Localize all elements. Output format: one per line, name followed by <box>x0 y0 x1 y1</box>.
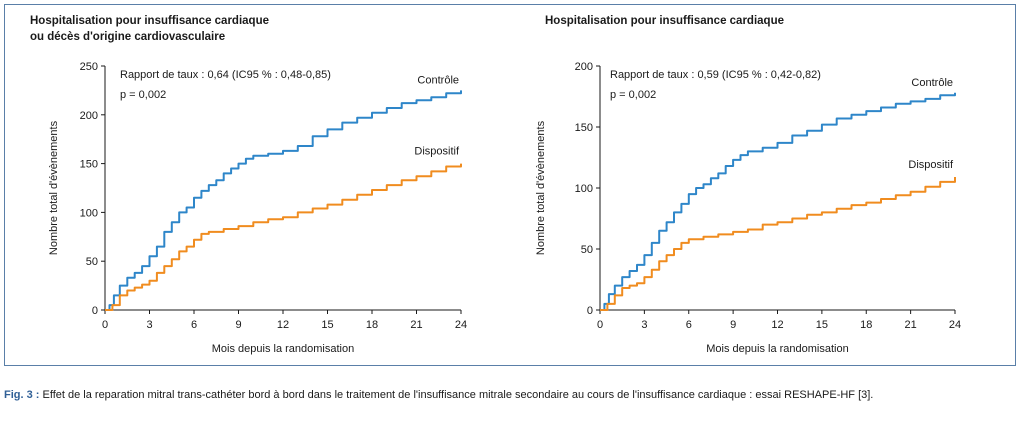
y-tick-label: 200 <box>80 110 98 122</box>
chart-title-line: Hospitalisation pour insuffisance cardia… <box>30 15 269 27</box>
x-tick-label: 6 <box>191 319 197 331</box>
stat-annotation-line: Rapport de taux : 0,59 (IC95 % : 0,42-0,… <box>610 69 821 81</box>
y-tick-label: 100 <box>80 207 98 219</box>
x-tick-label: 0 <box>102 319 108 331</box>
y-tick-label: 50 <box>581 244 593 256</box>
y-tick-label: 0 <box>587 305 593 317</box>
x-tick-label: 21 <box>410 319 422 331</box>
y-tick-label: 150 <box>80 159 98 171</box>
stat-annotation-line: Rapport de taux : 0,64 (IC95 % : 0,48-0,… <box>120 69 331 81</box>
x-tick-label: 15 <box>816 319 828 331</box>
series-line-dispositif <box>600 177 956 311</box>
figure-caption: Fig. 3 : Effet de la reparation mitral t… <box>4 388 1018 403</box>
series-label: Contrôle <box>911 77 953 89</box>
series-label: Dispositif <box>414 146 460 158</box>
stat-annotation-line: p = 0,002 <box>610 89 656 101</box>
x-tick-label: 6 <box>686 319 692 331</box>
x-tick-label: 24 <box>949 319 961 331</box>
chart-right: Hospitalisation pour insuffisance cardia… <box>535 15 961 355</box>
series-line-controle <box>105 90 462 311</box>
chart-left: Hospitalisation pour insuffisance cardia… <box>30 15 467 355</box>
x-tick-label: 12 <box>277 319 289 331</box>
x-tick-label: 18 <box>366 319 378 331</box>
stat-annotation-line: p = 0,002 <box>120 89 166 101</box>
x-tick-label: 3 <box>146 319 152 331</box>
figure-frame <box>4 4 1016 366</box>
y-tick-label: 250 <box>80 61 98 73</box>
x-tick-label: 12 <box>771 319 783 331</box>
x-axis-label: Mois depuis la randomisation <box>212 343 354 355</box>
x-tick-label: 9 <box>730 319 736 331</box>
y-tick-label: 150 <box>575 122 593 134</box>
x-tick-label: 0 <box>597 319 603 331</box>
x-axis-label: Mois depuis la randomisation <box>706 343 848 355</box>
x-tick-label: 15 <box>321 319 333 331</box>
y-axis-label: Nombre total d'évènements <box>535 120 547 255</box>
caption-text: Effet de la reparation mitral trans-cath… <box>42 389 874 401</box>
x-tick-label: 18 <box>860 319 872 331</box>
caption-label: Fig. 3 : <box>4 389 40 401</box>
y-axis-label: Nombre total d'évènements <box>48 120 60 255</box>
series-line-dispositif <box>105 163 462 311</box>
y-tick-label: 200 <box>575 61 593 73</box>
series-label: Contrôle <box>417 74 459 86</box>
x-tick-label: 24 <box>455 319 467 331</box>
series-line-controle <box>600 92 956 311</box>
x-tick-label: 3 <box>641 319 647 331</box>
chart-title-line: Hospitalisation pour insuffisance cardia… <box>545 15 784 27</box>
chart-title-line: ou décès d'origine cardiovasculaire <box>30 31 225 43</box>
x-tick-label: 9 <box>235 319 241 331</box>
y-tick-label: 50 <box>86 256 98 268</box>
y-tick-label: 100 <box>575 183 593 195</box>
series-label: Dispositif <box>908 159 954 171</box>
x-tick-label: 21 <box>905 319 917 331</box>
y-tick-label: 0 <box>92 305 98 317</box>
